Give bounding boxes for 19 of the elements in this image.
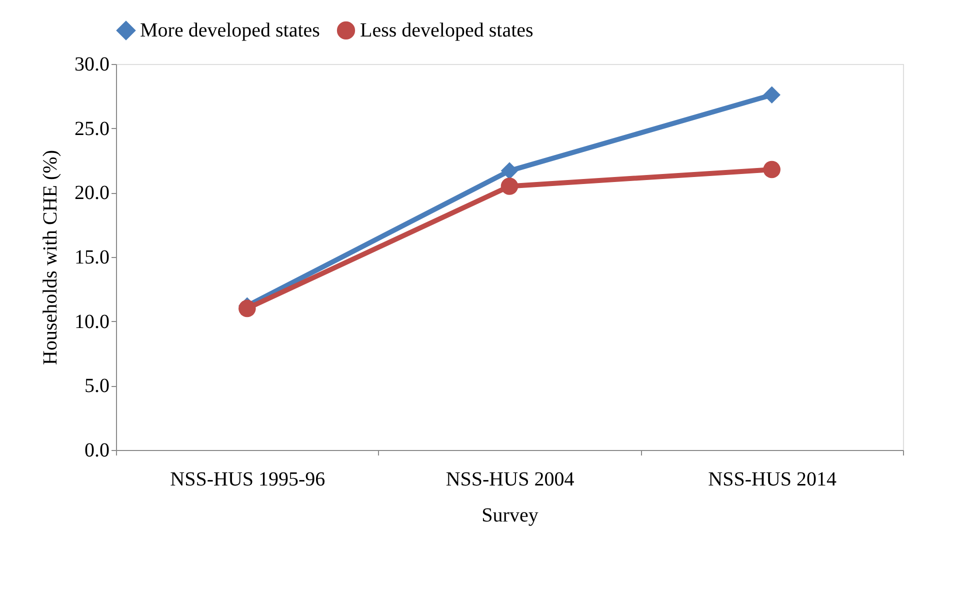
y-tick-label: 10.0 <box>74 310 110 333</box>
y-tick-label: 25.0 <box>74 118 110 140</box>
point <box>238 300 256 318</box>
y-axis-title: Households with CHE (%) <box>40 150 62 365</box>
point <box>763 86 780 104</box>
point <box>763 160 780 178</box>
y-tick-label: 5.0 <box>84 375 110 398</box>
x-tick-label: NSS-HUS 1995-96 <box>170 468 326 490</box>
y-tick-label: 30.0 <box>74 54 110 76</box>
legend-label: Less developed states <box>360 19 534 42</box>
point <box>500 178 518 195</box>
point <box>500 162 518 180</box>
x-tick-label: NSS-HUS 2014 <box>708 468 837 490</box>
y-tick-label: 20.0 <box>74 182 110 204</box>
x-axis-title: Survey <box>482 504 538 526</box>
x-tick-label: NSS-HUS 2004 <box>446 468 574 490</box>
y-tick-label: 0.0 <box>84 440 110 462</box>
y-tick-label: 15.0 <box>74 246 110 268</box>
legend-label: More developed states <box>140 19 320 42</box>
